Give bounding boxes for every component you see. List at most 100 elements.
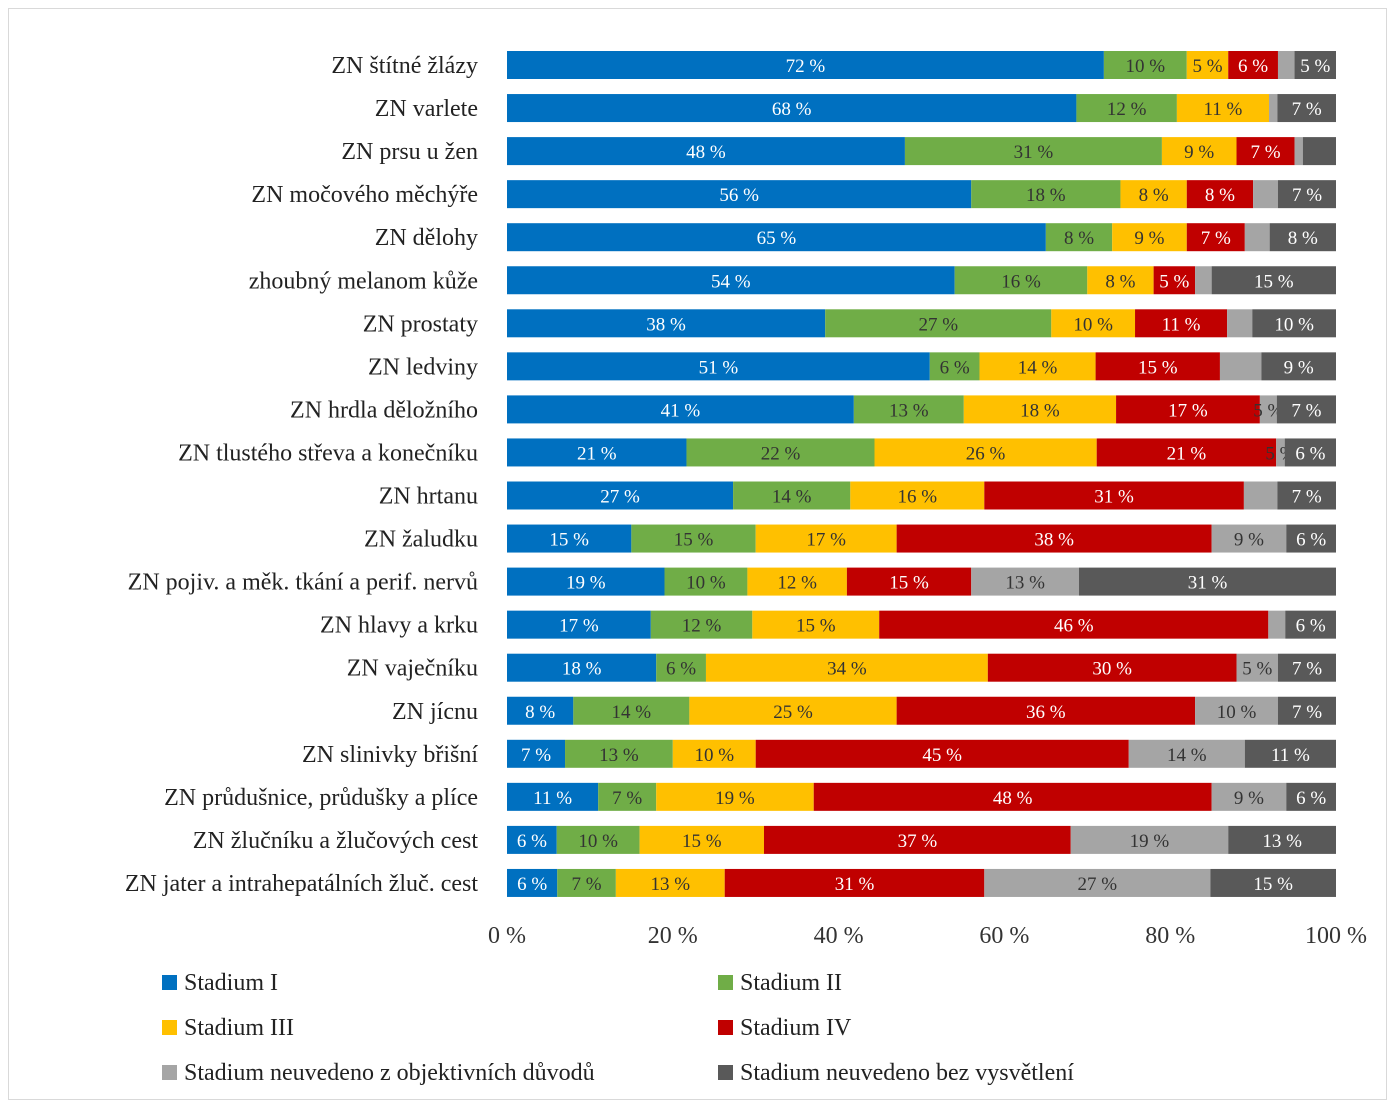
bar-segment — [1244, 223, 1270, 252]
data-label: 11 % — [533, 788, 572, 809]
data-label: 16 % — [898, 487, 938, 508]
data-label: 27 % — [918, 314, 958, 335]
bar-segment — [507, 739, 566, 768]
data-label: 8 % — [1288, 228, 1318, 249]
data-label: 31 % — [1188, 573, 1228, 594]
data-label: 7 % — [1292, 702, 1322, 723]
bar-segment — [747, 567, 847, 596]
bar-segment — [1276, 395, 1336, 424]
data-label: 7 % — [1292, 659, 1322, 680]
data-label: 21 % — [1167, 443, 1207, 464]
bar-segment — [507, 524, 632, 553]
category-label: ZN prostaty — [363, 311, 478, 337]
data-label: 54 % — [711, 271, 751, 292]
category-label: ZN jícnu — [392, 699, 478, 725]
data-label: 21 % — [577, 443, 617, 464]
legend-label: Stadium I — [184, 970, 278, 996]
bar-segment — [1252, 309, 1336, 338]
data-label: 18 % — [562, 659, 602, 680]
category-label: ZN hrdla děložního — [290, 397, 478, 423]
data-label: 19 % — [1130, 831, 1170, 852]
data-label: 38 % — [1034, 530, 1074, 551]
bar-segment — [1268, 610, 1286, 639]
bar-segment — [705, 653, 988, 682]
x-tick-label: 80 % — [1145, 923, 1195, 949]
data-label: 8 % — [1139, 185, 1169, 206]
data-label: 19 % — [715, 788, 755, 809]
data-label: 6 % — [517, 831, 547, 852]
category-label: ZN varlete — [375, 96, 478, 122]
bar-segment — [904, 137, 1162, 166]
category-label: ZN pojiv. a měk. tkání a perif. nervů — [128, 570, 478, 596]
bar-segment — [507, 782, 599, 811]
bar-segment — [1045, 223, 1113, 252]
data-label: 12 % — [682, 616, 722, 637]
category-label: ZN ledviny — [368, 354, 478, 380]
bar-segment — [1076, 94, 1177, 123]
bar-segment — [1269, 94, 1278, 123]
bar-segment — [1277, 481, 1336, 510]
bar-segment — [507, 610, 651, 639]
bar-segment — [615, 868, 725, 897]
bar-segment — [813, 782, 1212, 811]
data-label: 18 % — [1026, 185, 1066, 206]
bar-segment — [1087, 266, 1154, 295]
bar-segment — [1277, 51, 1295, 79]
bar-segment — [1211, 782, 1287, 811]
data-label: 15 % — [1253, 874, 1293, 895]
legend-swatch — [162, 1065, 177, 1080]
bar-segment — [1195, 696, 1278, 725]
x-tick-label: 0 % — [488, 923, 526, 949]
data-label: 16 % — [1001, 271, 1041, 292]
bar-segment — [752, 610, 880, 639]
legend-label: Stadium II — [740, 970, 842, 996]
bar-segment — [507, 868, 558, 897]
bar-segment — [825, 309, 1052, 338]
category-label: ZN průdušnice, průdušky a plíce — [164, 785, 478, 811]
data-label: 10 % — [578, 831, 618, 852]
data-label: 46 % — [1054, 616, 1094, 637]
data-label: 15 % — [1254, 271, 1294, 292]
data-label: 6 % — [1238, 56, 1268, 77]
data-label: 38 % — [646, 314, 686, 335]
data-label: 12 % — [777, 573, 817, 594]
legend-swatch — [162, 1020, 177, 1035]
data-label: 5 % — [1242, 659, 1272, 680]
bar-segment — [1186, 223, 1245, 252]
bar-segment — [507, 825, 557, 854]
legend-label: Stadium IV — [740, 1015, 852, 1041]
data-label: 10 % — [686, 573, 726, 594]
category-label: ZN vaječníku — [347, 656, 478, 682]
bar-segment — [1070, 825, 1229, 854]
bar-segment — [984, 868, 1211, 897]
bar-segment — [557, 868, 616, 897]
bar-segment — [755, 524, 897, 553]
bar-segment — [507, 567, 665, 596]
data-label: 11 % — [1204, 99, 1243, 120]
bar-segment — [1112, 223, 1187, 252]
bar-segment — [1285, 610, 1336, 639]
category-label: ZN hlavy a krku — [320, 613, 478, 639]
data-label: 19 % — [566, 573, 606, 594]
data-label: 17 % — [806, 530, 846, 551]
bar-segment — [1228, 825, 1336, 854]
bar-segment — [507, 352, 930, 381]
bar-segment — [971, 180, 1121, 209]
data-label: 6 % — [1296, 788, 1326, 809]
data-label: 7 % — [572, 874, 602, 895]
data-label: 6 % — [940, 357, 970, 378]
bar-segment — [1244, 739, 1336, 768]
bar-segment — [1153, 266, 1196, 295]
x-tick-label: 60 % — [979, 923, 1029, 949]
category-label: ZN žlučníku a žlučových cest — [193, 828, 479, 854]
legend-swatch — [718, 1020, 733, 1035]
legend-label: Stadium III — [184, 1015, 294, 1041]
bar-segment — [896, 524, 1212, 553]
data-label: 56 % — [719, 185, 759, 206]
bar-segment — [1228, 51, 1278, 79]
bar-segment — [686, 438, 875, 467]
bar-segment — [1277, 653, 1336, 682]
category-label: ZN slinivky břišní — [302, 742, 478, 768]
bar-segment — [565, 739, 673, 768]
bar-segment — [853, 395, 964, 424]
